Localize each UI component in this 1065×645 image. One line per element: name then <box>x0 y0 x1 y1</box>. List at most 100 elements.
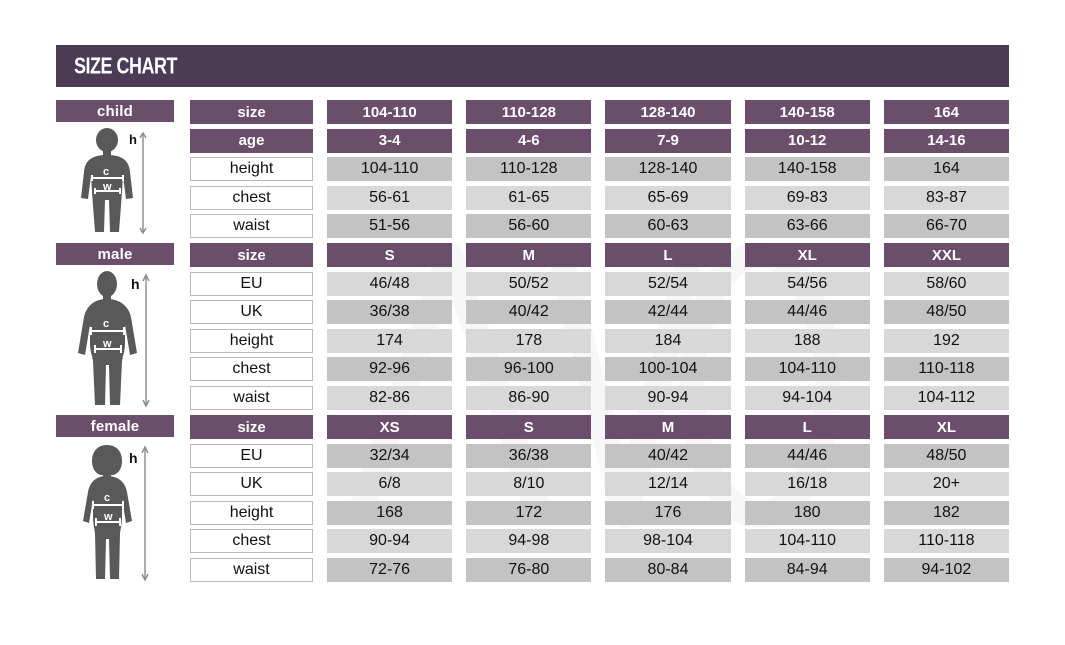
rows-male: size S M L XL XXL EU 46/48 50/52 52/54 5… <box>190 243 1010 410</box>
data-cell: 32/34 <box>327 443 453 468</box>
header-cell: XXL <box>883 243 1010 267</box>
table-row: UK 6/8 8/10 12/14 16/18 20+ <box>190 472 1010 496</box>
header-row: size XS S M L XL <box>190 415 1010 439</box>
chest-letter: c <box>104 492 110 504</box>
data-cell: 48/50 <box>883 443 1010 468</box>
header-cell: 110-128 <box>466 100 592 124</box>
data-cell: 66-70 <box>883 214 1010 238</box>
data-cell: 90-94 <box>327 529 453 553</box>
data-cell: 174 <box>327 328 453 353</box>
male-silhouette: h c w <box>78 271 150 408</box>
data-cell: 178 <box>466 328 592 353</box>
data-cell: 90-94 <box>605 385 731 410</box>
section-child: child <box>56 100 1010 238</box>
data-cell: 16/18 <box>744 472 870 496</box>
row-label: height <box>190 500 313 525</box>
header-cell: 14-16 <box>883 128 1010 153</box>
header-cell: 164 <box>883 100 1010 124</box>
table-row: chest 90-94 94-98 98-104 104-110 110-118 <box>190 529 1010 553</box>
header-cell: 7-9 <box>605 128 731 153</box>
row-label: chest <box>190 185 313 210</box>
header-cell: L <box>744 415 870 439</box>
table-row: UK 36/38 40/42 42/44 44/46 48/50 <box>190 300 1010 324</box>
waist-letter: w <box>102 181 112 193</box>
header-row: age 3-4 4-6 7-9 10-12 14-16 <box>190 128 1010 153</box>
data-cell: 83-87 <box>883 185 1010 210</box>
table-row: chest 56-61 61-65 65-69 69-83 83-87 <box>190 185 1010 210</box>
data-cell: 56-61 <box>327 185 453 210</box>
header-cell: 140-158 <box>744 100 870 124</box>
data-cell: 50/52 <box>466 271 592 296</box>
height-axis-letter: h <box>129 450 138 466</box>
rows-female: size XS S M L XL EU 32/34 36/38 40/42 44… <box>190 415 1010 582</box>
header-cell: M <box>605 415 731 439</box>
data-cell: 6/8 <box>327 472 453 496</box>
data-cell: 80-84 <box>605 557 731 582</box>
row-label: chest <box>190 357 313 381</box>
row-label: EU <box>190 271 313 296</box>
header-cell: S <box>327 243 453 267</box>
header-row: size 104-110 110-128 128-140 140-158 164 <box>190 100 1010 124</box>
data-cell: 58/60 <box>883 271 1010 296</box>
header-cell: 4-6 <box>466 128 592 153</box>
data-cell: 104-110 <box>327 157 453 181</box>
header-cell: 10-12 <box>744 128 870 153</box>
header-cell: M <box>466 243 592 267</box>
row-label: height <box>190 328 313 353</box>
data-cell: 188 <box>744 328 870 353</box>
data-cell: 184 <box>605 328 731 353</box>
data-cell: 100-104 <box>605 357 731 381</box>
data-cell: 94-102 <box>883 557 1010 582</box>
data-cell: 104-110 <box>744 357 870 381</box>
table-row: EU 32/34 36/38 40/42 44/46 48/50 <box>190 443 1010 468</box>
data-cell: 44/46 <box>744 300 870 324</box>
figure-box-male: h c w <box>56 265 174 409</box>
data-cell: 84-94 <box>744 557 870 582</box>
data-cell: 52/54 <box>605 271 731 296</box>
data-cell: 54/56 <box>744 271 870 296</box>
data-cell: 61-65 <box>466 185 592 210</box>
data-cell: 110-118 <box>883 357 1010 381</box>
title-bar: SIZE CHART <box>56 45 1009 87</box>
section-female: female <box>56 415 1010 583</box>
data-cell: 48/50 <box>883 300 1010 324</box>
data-cell: 8/10 <box>466 472 592 496</box>
data-cell: 76-80 <box>466 557 592 582</box>
data-cell: 110-128 <box>466 157 592 181</box>
figure-box-female: h c w <box>56 437 174 583</box>
waist-letter: w <box>103 511 113 523</box>
row-label: size <box>190 243 313 267</box>
data-cell: 82-86 <box>327 385 453 410</box>
data-cell: 86-90 <box>466 385 592 410</box>
data-cell: 104-110 <box>744 529 870 553</box>
table-row: waist 51-56 56-60 60-63 63-66 66-70 <box>190 214 1010 238</box>
female-silhouette: h c w <box>83 445 149 582</box>
row-label: waist <box>190 385 313 410</box>
waist-letter: w <box>102 338 112 350</box>
row-label: height <box>190 157 313 181</box>
category-label-female: female <box>56 415 174 437</box>
category-label-child: child <box>56 100 174 122</box>
figure-column-male: male <box>56 243 174 409</box>
height-axis-letter: h <box>129 132 137 147</box>
data-cell: 110-118 <box>883 529 1010 553</box>
header-cell: XL <box>744 243 870 267</box>
data-cell: 168 <box>327 500 453 525</box>
data-cell: 140-158 <box>744 157 870 181</box>
data-cell: 63-66 <box>744 214 870 238</box>
rows-child: size 104-110 110-128 128-140 140-158 164… <box>190 100 1010 238</box>
row-label: waist <box>190 557 313 582</box>
data-cell: 44/46 <box>744 443 870 468</box>
table-row: chest 92-96 96-100 100-104 104-110 110-1… <box>190 357 1010 381</box>
header-cell: XS <box>327 415 453 439</box>
data-cell: 180 <box>744 500 870 525</box>
data-cell: 40/42 <box>605 443 731 468</box>
data-cell: 20+ <box>883 472 1010 496</box>
data-cell: 42/44 <box>605 300 731 324</box>
row-label: EU <box>190 443 313 468</box>
figure-column-child: child <box>56 100 174 236</box>
figure-box-child: h c w <box>56 122 174 236</box>
header-cell: 104-110 <box>327 100 453 124</box>
height-axis-letter: h <box>131 276 140 292</box>
data-cell: 51-56 <box>327 214 453 238</box>
